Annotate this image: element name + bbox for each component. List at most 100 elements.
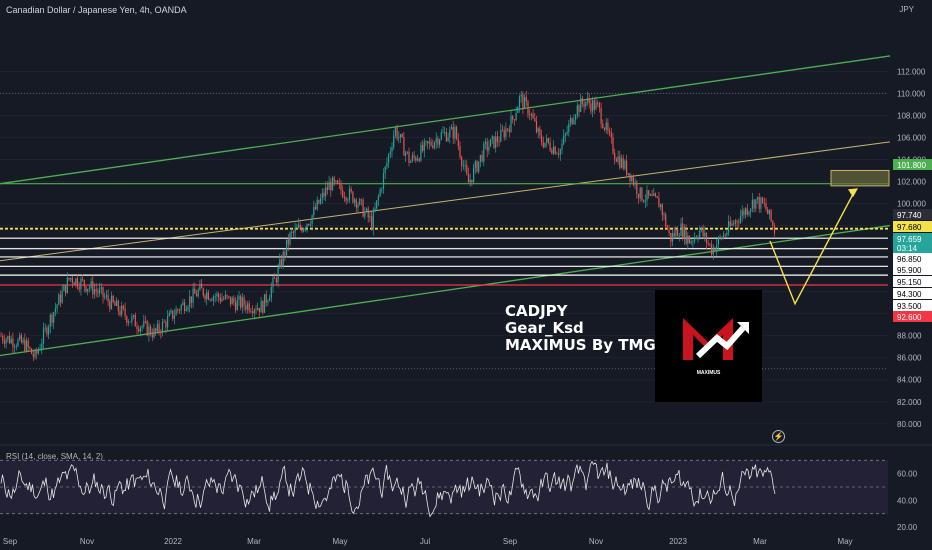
candle-body <box>763 203 765 204</box>
candle-body <box>704 232 706 237</box>
candle-body <box>440 132 442 140</box>
candle-body <box>712 247 714 255</box>
candle-body <box>646 190 648 201</box>
candle-body <box>369 216 371 218</box>
candle-body <box>333 177 335 182</box>
candle-body <box>73 282 75 285</box>
candle-body <box>114 302 116 306</box>
candle-body <box>192 288 194 303</box>
candle-body <box>688 235 691 244</box>
candle-body <box>459 146 461 158</box>
candle-body <box>240 296 242 308</box>
candle-body <box>314 206 317 210</box>
candle-body <box>27 340 29 348</box>
candle-body <box>274 277 276 279</box>
candle-body <box>575 115 577 120</box>
candle-body <box>498 141 500 143</box>
candle-body <box>78 286 80 290</box>
candle-body <box>534 118 536 122</box>
candle-body <box>700 227 702 231</box>
candle-body <box>391 147 393 152</box>
candle-body <box>564 133 566 136</box>
candle-body <box>321 192 323 199</box>
candle-body <box>56 304 58 309</box>
candle-body <box>204 295 206 300</box>
candle-body <box>180 304 182 311</box>
candle-body <box>143 321 145 327</box>
price-label-bg <box>893 233 932 244</box>
candle-body <box>748 211 750 215</box>
candle-body <box>121 305 123 315</box>
candle-body <box>501 129 504 131</box>
candle-body <box>692 241 694 243</box>
candle-body <box>97 291 99 294</box>
channel-upper-line <box>0 55 891 185</box>
candle-body <box>690 241 692 244</box>
candle-body <box>29 347 31 349</box>
candle-body <box>626 160 628 175</box>
candle-body <box>724 234 726 236</box>
candle-body <box>505 128 507 138</box>
candle-body <box>318 199 320 204</box>
candle-body <box>286 239 288 256</box>
candle-body <box>454 126 456 139</box>
candle-body <box>762 197 764 204</box>
candle-body <box>542 142 544 148</box>
candle-body <box>549 142 551 151</box>
candle-body <box>153 328 155 338</box>
y-tick-label: 86.000 <box>897 354 922 363</box>
candle-body <box>228 296 230 298</box>
candle-body <box>558 153 560 155</box>
price-label-bg <box>893 209 932 220</box>
candle-body <box>726 232 728 235</box>
x-tick-label: 2023 <box>669 537 687 546</box>
candle-body <box>739 215 742 223</box>
candle-body <box>666 226 668 230</box>
candle-body <box>530 113 532 116</box>
candle-body <box>515 113 517 121</box>
candle-body <box>581 98 583 104</box>
price-label-bg <box>893 221 932 232</box>
candle-body <box>733 223 735 225</box>
candle-body <box>107 295 109 302</box>
candle-body <box>14 346 16 348</box>
candle-body <box>218 293 220 298</box>
candle-body <box>433 142 436 148</box>
candle-body <box>430 141 432 146</box>
price-label: 101.800 <box>897 161 926 170</box>
candle-body <box>464 165 466 167</box>
candle-body <box>3 340 5 344</box>
candle-body <box>711 244 713 255</box>
candle-body <box>41 343 43 349</box>
candle-body <box>695 237 697 239</box>
candle-body <box>211 299 213 301</box>
candle-body <box>182 302 184 305</box>
lightning-icon[interactable]: ⚡ <box>772 430 785 443</box>
candle-body <box>263 294 266 313</box>
candle-body <box>707 242 709 244</box>
candle-body <box>253 309 255 314</box>
candle-body <box>476 161 478 172</box>
candle-body <box>291 231 293 233</box>
candle-body <box>313 206 315 216</box>
candle-body <box>408 151 410 163</box>
candle-body <box>197 289 199 297</box>
candle-body <box>729 221 731 226</box>
candle-body <box>442 132 444 134</box>
candle-body <box>331 177 334 191</box>
candle-body <box>697 238 699 239</box>
candle-body <box>580 98 582 113</box>
candle-body <box>117 300 119 311</box>
candle-body <box>753 199 755 209</box>
candle-body <box>326 187 328 190</box>
candle-body <box>360 199 362 201</box>
candle-body <box>124 308 126 317</box>
candle-body <box>427 141 429 144</box>
candle-body <box>155 328 157 332</box>
candle-body <box>93 289 96 295</box>
candle-body <box>19 335 21 340</box>
candle-body <box>495 136 497 148</box>
candle-body <box>731 223 733 226</box>
candle-body <box>189 296 191 307</box>
